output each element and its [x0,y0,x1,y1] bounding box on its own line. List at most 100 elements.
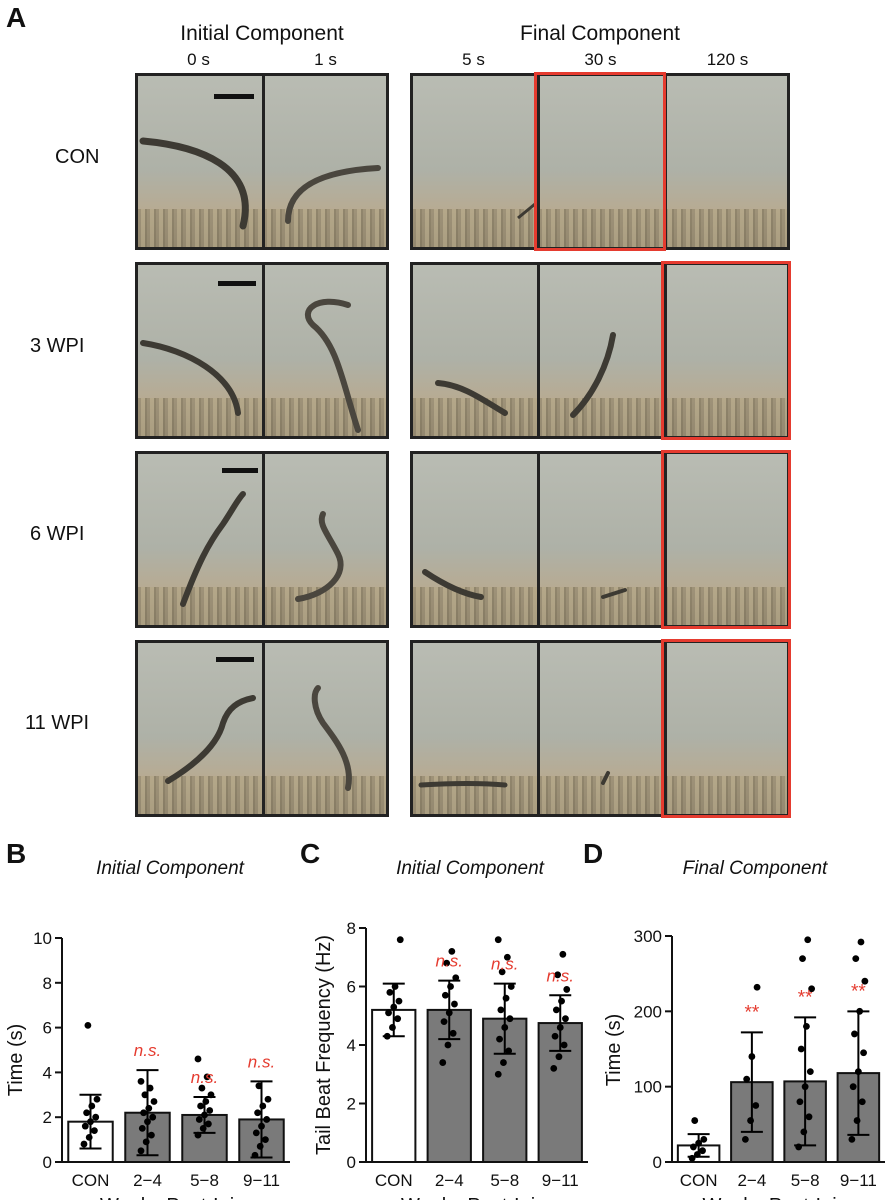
data-point [861,977,869,985]
photo-11wpi-final [410,640,790,817]
data-point [448,948,456,955]
data-point [800,1128,808,1136]
data-point [93,1095,101,1103]
data-point [440,1018,448,1025]
data-point [494,936,502,944]
data-point [503,953,511,961]
data-point [804,936,812,944]
photo-6wpi-initial [135,451,389,628]
data-point [502,994,510,1002]
data-point [848,1136,856,1143]
y-tick-label: 6 [43,1019,52,1038]
scale-bar [214,94,254,99]
data-point [396,936,404,944]
panel-a-letter: A [6,2,27,33]
data-point [494,1070,502,1078]
significance-label: n.s. [547,966,574,985]
data-point [150,1098,158,1105]
data-point [206,1107,214,1114]
panel-c-subtitle: Initial Component [396,858,544,879]
data-point [202,1098,210,1105]
significance-label: n.s. [436,952,463,971]
data-point [797,1045,805,1053]
data-point [262,1136,269,1143]
data-point [852,955,860,962]
data-point [747,1117,754,1124]
data-point [443,959,451,967]
data-point [799,955,806,962]
data-point [497,1006,505,1014]
data-point [149,1113,157,1121]
data-point [562,1015,569,1023]
y-tick-label: 6 [347,978,356,997]
panel-c-letter: C [300,838,321,869]
data-point [140,1109,148,1117]
data-point [857,938,865,946]
highlight-box-3wpi-120s [661,261,791,440]
data-point [205,1120,212,1128]
data-point [148,1131,155,1139]
data-point [752,1102,760,1109]
x-axis-label: Weeks Post-Injury [100,1195,262,1200]
photo-11wpi-initial [135,640,389,817]
highlight-box-con-30s [534,72,666,251]
y-tick-label: 0 [653,1153,662,1172]
y-axis-label: Time (s) [603,1014,625,1087]
x-tick-label: 5−8 [190,1171,219,1190]
data-point [743,1075,751,1083]
panel-b-subtitle: Initial Component [96,858,244,879]
y-tick-label: 4 [347,1036,356,1055]
scale-bar [216,657,254,662]
data-point [386,988,394,996]
row-label-con: CON [55,146,100,168]
x-tick-label: 9−11 [542,1171,579,1190]
data-point [203,1073,211,1081]
x-tick-label: CON [680,1171,718,1190]
y-tick-label: 300 [634,927,662,946]
panel-d-subtitle: Final Component [682,858,828,879]
time-label-5s: 5 s [462,50,485,69]
data-point [447,983,454,990]
data-point [560,1041,568,1049]
data-point [449,1029,457,1037]
data-point [849,1083,857,1091]
data-point [558,997,565,1005]
data-point [81,1122,89,1130]
time-label-0s: 0 s [187,50,210,69]
significance-label: ** [744,1002,759,1023]
chart-final-time: 0 100 200 300 Time (s) CON 2−4 ** 5−8 ** 9−11 ** Wee… [603,927,885,1200]
y-axis-label: Time (s) [5,1024,27,1097]
y-tick-label: 4 [43,1063,52,1082]
x-tick-label: 9−11 [840,1171,877,1190]
chart-initial-time: 0 2 4 6 8 10 Time (s) CON 2−4 n.s. 5−8 n.s. 9−11 n.s.… [5,929,290,1200]
x-tick-label: 2−4 [133,1171,162,1190]
photo-6wpi-final [410,451,790,628]
data-point [259,1102,267,1110]
data-point [198,1084,206,1092]
data-point [753,983,761,991]
x-tick-label: 2−4 [737,1171,766,1190]
data-point [84,1021,92,1029]
data-point [496,1035,503,1043]
data-point [700,1136,708,1143]
y-tick-label: 10 [33,929,52,948]
data-point [137,1147,145,1155]
data-point [507,983,515,990]
data-point [505,1047,513,1055]
data-point [145,1104,153,1112]
x-axis-label: Weeks Post-Injury [703,1195,865,1200]
x-tick-label: 5−8 [791,1171,820,1190]
data-point [85,1133,93,1141]
data-point [691,1117,699,1124]
data-point [550,1065,558,1072]
data-point [552,1006,560,1014]
data-point [444,1041,452,1049]
data-point [195,1116,203,1123]
bar [181,1113,228,1164]
data-point [194,1055,202,1063]
y-tick-label: 2 [347,1095,356,1114]
x-tick-label: 9−11 [243,1171,280,1190]
data-point [252,1129,260,1137]
y-tick-label: 8 [43,974,52,993]
data-point [699,1147,706,1155]
